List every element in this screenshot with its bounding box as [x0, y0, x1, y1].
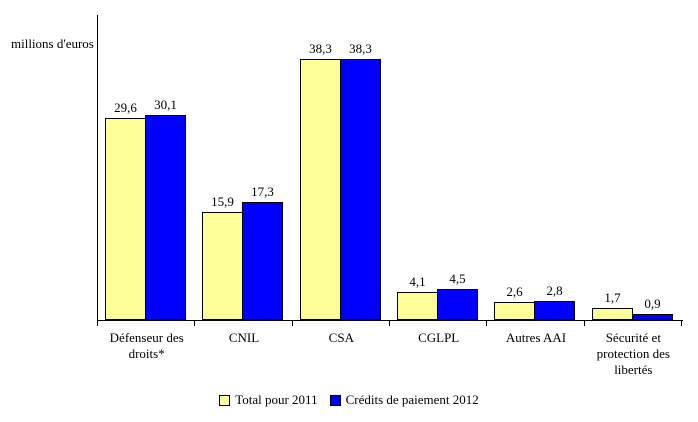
legend-swatch-credits-2012-icon [329, 394, 341, 406]
x-axis-tick [486, 320, 487, 326]
value-label: 30,1 [154, 97, 177, 112]
bar-total-2011 [202, 212, 243, 320]
bar-credits-2012 [632, 314, 673, 320]
y-axis-label: millions d'euros [11, 36, 94, 51]
bar-total-2011 [105, 118, 146, 320]
bar-credits-2012 [534, 301, 575, 320]
bar-credits-2012 [242, 202, 283, 320]
legend-swatch-total-2011-icon [219, 394, 231, 406]
legend-label-credits-2012: Crédits de paiement 2012 [345, 392, 479, 407]
legend-item-credits-2012: Crédits de paiement 2012 [329, 392, 479, 408]
x-axis-tick [389, 320, 390, 326]
x-tick-label: Autres AAI [505, 330, 567, 345]
value-label: 2,6 [506, 284, 523, 299]
bar-credits-2012 [340, 59, 381, 320]
x-axis-line [97, 320, 683, 321]
value-label: 38,3 [309, 41, 332, 56]
value-label: 1,7 [604, 290, 621, 305]
value-label: 2,8 [546, 283, 563, 298]
x-tick-label: CSA [328, 330, 354, 345]
value-label: 4,1 [409, 274, 426, 289]
value-label: 38,3 [349, 41, 372, 56]
x-tick-label: Défenseur des droits* [109, 330, 184, 361]
legend-label-total-2011: Total pour 2011 [235, 392, 318, 407]
bar-total-2011 [397, 292, 438, 320]
x-tick-label: CNIL [228, 330, 260, 345]
bar-total-2011 [300, 59, 341, 320]
legend-item-total-2011: Total pour 2011 [219, 392, 318, 408]
bar-total-2011 [494, 302, 535, 320]
y-axis-line [97, 15, 98, 326]
bar-credits-2012 [437, 289, 478, 320]
x-axis-tick [194, 320, 195, 326]
x-axis-tick [681, 320, 682, 326]
value-label: 17,3 [251, 184, 274, 199]
value-label: 29,6 [114, 100, 137, 115]
x-axis-tick [292, 320, 293, 326]
bar-credits-2012 [145, 115, 186, 320]
value-label: 15,9 [211, 194, 234, 209]
legend: Total pour 2011 Crédits de paiement 2012 [0, 392, 698, 408]
x-axis-tick [584, 320, 585, 326]
value-label: 0,9 [644, 296, 661, 311]
x-tick-label: Sécurité et protection des libertés [596, 330, 670, 377]
x-tick-label: CGLPL [418, 330, 460, 345]
value-label: 4,5 [449, 271, 466, 286]
